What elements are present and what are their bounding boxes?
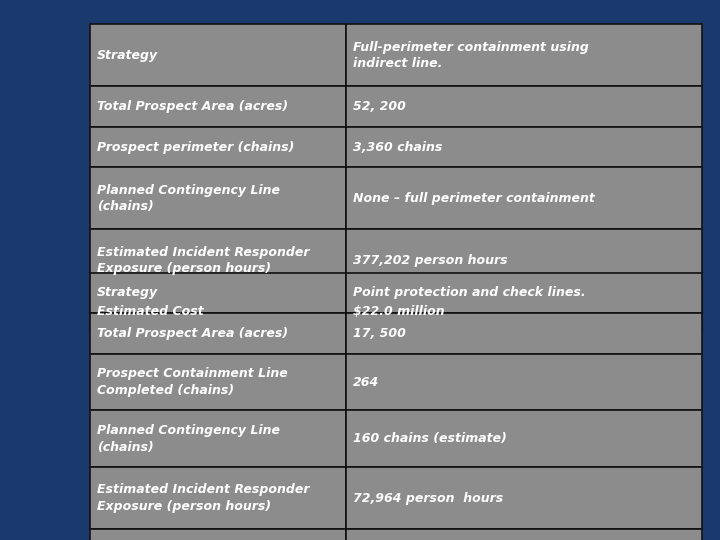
Bar	[346, 467, 702, 529]
Text: None – full perimeter containment: None – full perimeter containment	[353, 192, 595, 205]
Text: 17, 500: 17, 500	[353, 327, 405, 340]
Bar	[346, 313, 702, 354]
Text: Prospect perimeter (chains): Prospect perimeter (chains)	[97, 140, 294, 154]
Bar	[90, 410, 346, 467]
Bar	[90, 86, 346, 127]
Bar	[346, 167, 702, 230]
Bar	[346, 529, 702, 540]
Text: Estimated Cost: Estimated Cost	[97, 305, 204, 319]
Text: Planned Contingency Line
(chains): Planned Contingency Line (chains)	[97, 424, 280, 454]
Text: Estimated Incident Responder
Exposure (person hours): Estimated Incident Responder Exposure (p…	[97, 246, 310, 275]
Bar	[346, 86, 702, 127]
Bar	[90, 467, 346, 529]
Text: Total Prospect Area (acres): Total Prospect Area (acres)	[97, 100, 288, 113]
Bar	[346, 127, 702, 167]
Text: Planned Contingency Line
(chains): Planned Contingency Line (chains)	[97, 184, 280, 213]
Bar	[90, 24, 346, 86]
Text: 52, 200: 52, 200	[353, 100, 405, 113]
Text: 160 chains (estimate): 160 chains (estimate)	[353, 432, 507, 445]
Bar	[346, 292, 702, 332]
Bar	[90, 529, 346, 540]
Text: Prospect Containment Line
Completed (chains): Prospect Containment Line Completed (cha…	[97, 367, 288, 397]
Text: 377,202 person hours: 377,202 person hours	[353, 254, 508, 267]
Bar	[90, 127, 346, 167]
Text: Strategy: Strategy	[97, 286, 158, 300]
Text: Point protection and check lines.: Point protection and check lines.	[353, 286, 585, 300]
Text: 72,964 person  hours: 72,964 person hours	[353, 491, 503, 505]
Bar	[90, 313, 346, 354]
Bar	[90, 292, 346, 332]
Bar	[346, 410, 702, 467]
Bar	[346, 354, 702, 410]
Text: Full-perimeter containment using
indirect line.: Full-perimeter containment using indirec…	[353, 40, 589, 70]
Bar	[90, 273, 346, 313]
Text: 3,360 chains: 3,360 chains	[353, 140, 442, 154]
Text: Strategy: Strategy	[97, 49, 158, 62]
Text: Estimated Incident Responder
Exposure (person hours): Estimated Incident Responder Exposure (p…	[97, 483, 310, 513]
Bar	[346, 24, 702, 86]
Bar	[90, 230, 346, 292]
Text: Total Prospect Area (acres): Total Prospect Area (acres)	[97, 327, 288, 340]
Text: 264: 264	[353, 375, 379, 389]
Bar	[346, 273, 702, 313]
Bar	[90, 354, 346, 410]
Text: $22.0 million: $22.0 million	[353, 305, 444, 319]
Bar	[90, 167, 346, 230]
Bar	[346, 230, 702, 292]
